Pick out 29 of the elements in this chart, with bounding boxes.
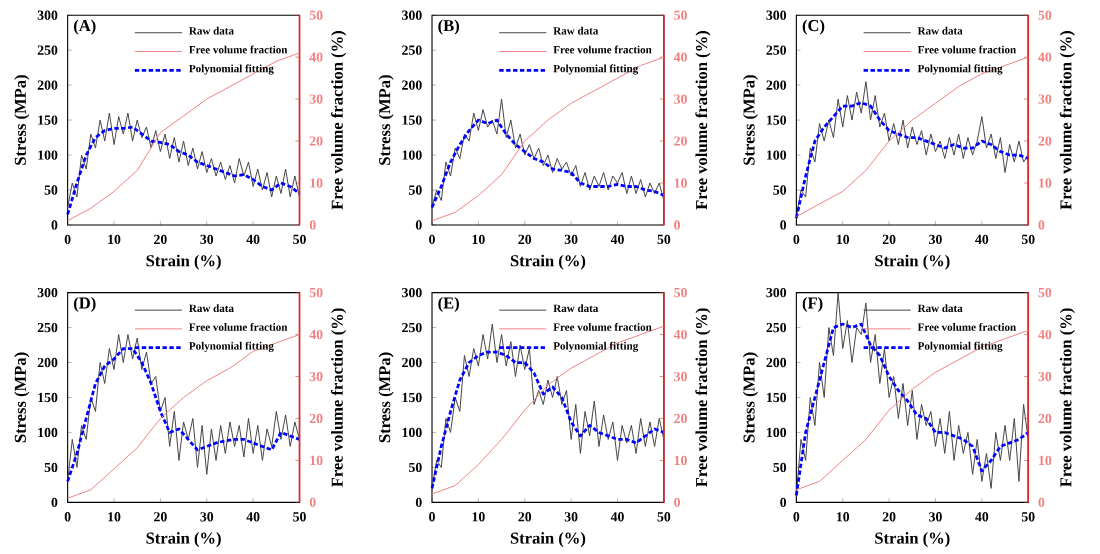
line-series [795,56,1029,217]
y2-axis-title: Free volume fraction (%) [1059,30,1075,210]
y-axis-title: Stress (MPa) [742,352,759,442]
chart-title: (B) [438,19,459,35]
line-series [431,98,665,208]
chart-title: (F) [802,296,823,312]
y-axis-title: Stress (MPa) [14,74,30,165]
chart-title: (A) [74,19,96,35]
y-axis-title: Stress (MPa) [378,352,394,442]
y2-axis-title: Free volume fraction (%) [695,30,711,210]
line-series [795,291,1029,496]
x-axis-title: Strain (%) [146,531,221,547]
x-axis-title: Strain (%) [510,254,586,270]
chart-title: (D) [74,296,96,312]
y2-axis-title: Free volume fraction (%) [695,308,711,487]
y-axis-title: Stress (MPa) [14,352,30,442]
chart-title: (E) [438,296,459,312]
y2-axis-title: Free volume fraction (%) [330,308,347,487]
y-axis-title: Stress (MPa) [378,74,394,165]
y2-axis-title: Free volume fraction (%) [330,30,347,210]
line-series [795,80,1029,219]
y2-axis-title: Free volume fraction (%) [1059,308,1075,487]
x-axis-title: Strain (%) [146,254,221,270]
y-axis-title: Stress (MPa) [742,74,759,165]
line-series [67,112,300,208]
chart-title: (C) [802,19,825,35]
x-axis-title: Strain (%) [875,531,950,547]
x-axis-title: Strain (%) [510,531,586,547]
x-axis-title: Strain (%) [875,254,950,270]
